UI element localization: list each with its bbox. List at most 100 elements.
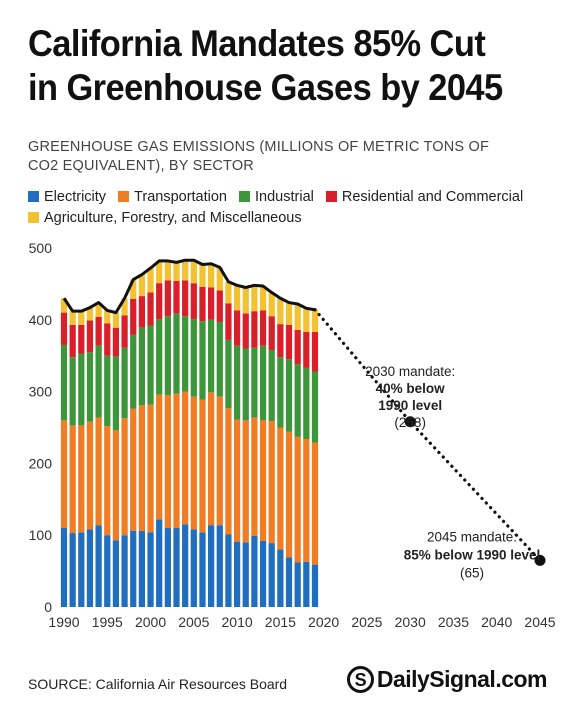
bar-2011-industrial	[242, 348, 249, 421]
legend-item-electricity: Electricity	[28, 189, 106, 205]
bar-2012-agriculture	[251, 285, 258, 312]
legend-item-residential: Residential and Commercial	[325, 189, 523, 205]
bar-1991-transportation	[69, 425, 76, 534]
chart-subtitle: GREENHOUSE GAS EMISSIONS (MILLIONS OF ME…	[28, 138, 498, 176]
x-tick-label-2005: 2005	[178, 614, 209, 630]
title-line-2: in Greenhouse Gases by 2045	[28, 67, 503, 108]
bar-2004-residential	[182, 280, 189, 317]
bar-1994-industrial	[95, 345, 102, 418]
mandate-label-2030-line-3: 1990 level	[378, 398, 442, 413]
bar-2002-residential	[164, 280, 171, 317]
bar-2008-residential	[216, 290, 223, 322]
bar-2002-industrial	[164, 316, 171, 396]
bar-2001-residential	[156, 283, 163, 320]
y-tick-label-200: 200	[29, 455, 53, 471]
bar-2009-electricity	[225, 534, 232, 607]
bar-2000-transportation	[147, 404, 154, 533]
legend-swatch-transportation	[118, 191, 130, 202]
bar-1990-agriculture	[60, 298, 68, 313]
bar-2006-agriculture	[199, 264, 206, 287]
legend-row-1: Electricity Transportation Industrial Re…	[28, 186, 568, 207]
bar-1993-agriculture	[86, 307, 94, 321]
bar-2003-transportation	[173, 393, 180, 529]
bar-2017-industrial	[294, 364, 301, 437]
bar-2003-agriculture	[173, 262, 180, 282]
bar-1990-transportation	[60, 420, 68, 529]
bar-1996-agriculture	[112, 312, 120, 328]
bar-2005-agriculture	[190, 260, 197, 284]
bar-2009-transportation	[225, 408, 232, 535]
mandate-projection-line	[313, 308, 542, 562]
bar-2006-industrial	[199, 321, 206, 400]
bar-1994-residential	[95, 316, 102, 346]
bar-2010-agriculture	[233, 285, 241, 311]
bar-2018-industrial	[303, 367, 310, 439]
x-tick-label-2025: 2025	[351, 614, 382, 630]
bar-1991-industrial	[69, 357, 76, 426]
bar-2017-transportation	[294, 436, 301, 563]
bar-2014-residential	[268, 316, 275, 350]
bar-1993-electricity	[86, 529, 94, 607]
bar-1997-transportation	[121, 418, 128, 536]
bar-2016-industrial	[285, 359, 293, 432]
legend-item-agriculture: Agriculture, Forestry, and Miscellaneous	[28, 210, 302, 226]
bar-1990-residential	[60, 312, 68, 345]
bar-1995-electricity	[104, 535, 111, 607]
bar-2006-transportation	[199, 399, 206, 533]
bar-2008-electricity	[216, 525, 223, 607]
bar-2012-transportation	[251, 417, 258, 536]
bar-1993-transportation	[86, 421, 94, 530]
x-tick-label-2020: 2020	[308, 614, 339, 630]
legend-item-transportation: Transportation	[118, 189, 227, 205]
bar-2015-residential	[277, 324, 284, 358]
bar-2005-residential	[190, 283, 197, 320]
bar-2001-transportation	[156, 394, 163, 520]
legend-swatch-industrial	[239, 191, 251, 202]
bar-2009-residential	[225, 303, 232, 340]
bar-2011-agriculture	[242, 287, 249, 314]
bar-2008-industrial	[216, 321, 223, 397]
x-tick-label-2030: 2030	[395, 614, 426, 630]
bar-2015-transportation	[277, 427, 284, 550]
bar-2016-transportation	[285, 431, 293, 558]
bar-2018-residential	[303, 332, 310, 368]
bar-1998-residential	[130, 298, 137, 335]
x-tick-label-2035: 2035	[438, 614, 469, 630]
bar-2002-transportation	[164, 395, 171, 529]
bar-1995-agriculture	[104, 310, 111, 324]
bar-2014-transportation	[268, 421, 275, 544]
title-line-1: California Mandates 85% Cut	[28, 23, 486, 64]
bar-1997-electricity	[121, 535, 128, 607]
bar-2007-electricity	[208, 525, 215, 607]
bar-2016-electricity	[285, 557, 293, 607]
bar-2017-agriculture	[294, 304, 301, 330]
bar-2019-transportation	[311, 442, 319, 565]
legend-row-2: Agriculture, Forestry, and Miscellaneous	[28, 207, 568, 228]
bar-1993-residential	[86, 320, 94, 353]
subtitle-line-2: CO2 EQUIVALENT), BY SECTOR	[28, 158, 254, 174]
legend-swatch-residential	[325, 191, 337, 202]
bar-2017-electricity	[294, 562, 301, 607]
bar-2016-residential	[285, 324, 293, 360]
bar-2015-agriculture	[277, 298, 284, 325]
bar-2014-industrial	[268, 349, 275, 422]
bar-2005-electricity	[190, 529, 197, 607]
bar-2007-industrial	[208, 319, 215, 393]
bar-1991-electricity	[69, 533, 76, 607]
bar-2015-industrial	[277, 357, 284, 428]
mandate-label-2045-line-3: (65)	[460, 565, 484, 580]
bar-1994-agriculture	[95, 302, 102, 317]
bar-2000-electricity	[147, 532, 154, 607]
bar-2005-industrial	[190, 319, 197, 397]
bar-2004-agriculture	[182, 260, 189, 281]
bar-2019-agriculture	[311, 309, 319, 333]
mandate-marker-2030	[404, 416, 416, 428]
bar-2014-electricity	[268, 543, 275, 607]
bar-1990-industrial	[60, 344, 68, 421]
x-tick-label-1995: 1995	[92, 614, 123, 630]
brand-logo: S DailySignal.com	[346, 666, 548, 693]
legend-label-transportation: Transportation	[134, 188, 228, 205]
legend-label-industrial: Industrial	[255, 188, 314, 205]
bar-2010-residential	[233, 310, 241, 346]
